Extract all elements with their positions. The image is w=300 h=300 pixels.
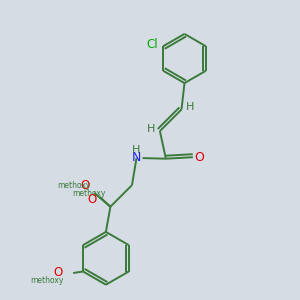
Text: O: O — [53, 266, 63, 280]
Text: O: O — [88, 193, 97, 206]
Text: methoxy: methoxy — [30, 276, 64, 285]
Text: H: H — [186, 101, 195, 112]
Text: H: H — [132, 145, 141, 155]
Text: H: H — [147, 124, 156, 134]
Text: O: O — [81, 179, 90, 192]
Text: O: O — [194, 151, 204, 164]
Text: methoxy: methoxy — [58, 181, 91, 190]
Text: Cl: Cl — [146, 38, 158, 51]
Text: N: N — [132, 151, 141, 164]
Text: methoxy: methoxy — [72, 189, 105, 198]
